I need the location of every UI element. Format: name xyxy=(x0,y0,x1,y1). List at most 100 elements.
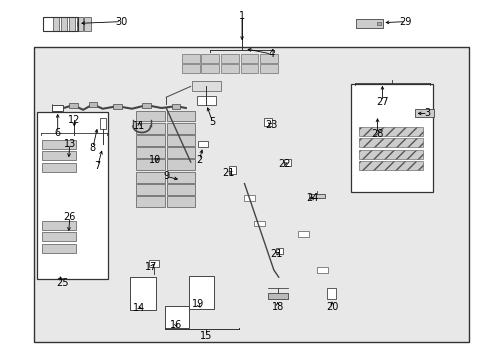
Bar xyxy=(201,64,219,73)
Bar xyxy=(359,138,422,147)
Bar xyxy=(136,123,164,134)
Text: 21: 21 xyxy=(269,249,282,259)
Bar xyxy=(182,54,199,63)
Bar xyxy=(229,166,236,174)
Bar xyxy=(201,54,219,63)
Text: 12: 12 xyxy=(68,114,81,125)
Bar xyxy=(414,109,433,117)
Bar xyxy=(100,118,105,129)
Bar xyxy=(182,64,199,73)
Bar xyxy=(260,54,277,63)
Bar xyxy=(166,196,195,207)
Bar xyxy=(68,17,75,31)
Text: 22: 22 xyxy=(278,159,290,169)
Bar xyxy=(166,135,195,146)
Bar xyxy=(317,267,327,273)
Bar xyxy=(191,81,221,91)
Bar xyxy=(37,112,108,279)
Bar xyxy=(297,231,308,237)
Bar xyxy=(359,149,422,158)
Bar xyxy=(52,105,63,111)
Bar xyxy=(244,195,254,201)
Bar xyxy=(41,163,76,172)
Bar xyxy=(41,221,76,230)
Bar xyxy=(136,135,164,146)
Bar xyxy=(276,248,283,254)
Bar xyxy=(376,22,381,25)
Text: 5: 5 xyxy=(209,117,215,127)
Bar xyxy=(198,141,207,147)
Bar xyxy=(166,172,195,183)
Text: 24: 24 xyxy=(305,193,318,203)
Bar xyxy=(41,140,76,149)
Bar xyxy=(136,147,164,158)
Bar xyxy=(166,147,195,158)
Text: 29: 29 xyxy=(399,17,411,27)
Text: 6: 6 xyxy=(55,128,61,138)
Bar xyxy=(326,288,335,299)
Bar xyxy=(355,19,382,28)
Text: 9: 9 xyxy=(163,171,169,181)
Text: 26: 26 xyxy=(63,212,76,222)
Text: 13: 13 xyxy=(63,139,76,149)
Bar xyxy=(136,196,164,207)
Text: 25: 25 xyxy=(56,278,69,288)
Bar xyxy=(41,151,76,160)
Bar xyxy=(76,17,83,31)
Text: 18: 18 xyxy=(271,302,284,312)
Text: 30: 30 xyxy=(115,17,127,27)
Bar xyxy=(350,84,432,192)
Bar xyxy=(113,104,122,109)
Text: 16: 16 xyxy=(169,320,182,330)
Bar xyxy=(221,64,238,73)
Bar xyxy=(166,184,195,195)
Bar xyxy=(69,103,78,108)
Bar xyxy=(41,233,76,242)
Bar xyxy=(240,54,258,63)
Bar xyxy=(34,47,468,342)
Bar xyxy=(53,17,60,31)
Text: 19: 19 xyxy=(191,299,204,309)
Text: 8: 8 xyxy=(90,143,96,153)
Text: 20: 20 xyxy=(325,302,338,312)
Text: 1: 1 xyxy=(239,11,244,21)
Bar xyxy=(253,221,264,226)
Bar xyxy=(240,64,258,73)
Bar xyxy=(41,244,76,253)
Bar xyxy=(263,118,272,126)
Bar xyxy=(166,159,195,170)
Bar xyxy=(165,306,188,328)
Bar xyxy=(142,103,151,108)
Text: 2: 2 xyxy=(196,155,202,165)
Text: 28: 28 xyxy=(370,129,383,139)
Bar xyxy=(308,194,324,198)
Text: 3: 3 xyxy=(424,108,430,118)
Bar xyxy=(171,104,180,109)
Bar xyxy=(42,17,78,31)
Bar xyxy=(88,102,97,107)
Bar xyxy=(359,161,422,170)
Bar xyxy=(166,123,195,134)
Bar xyxy=(136,111,164,121)
Bar xyxy=(130,277,155,310)
Text: 14: 14 xyxy=(133,303,145,313)
Bar xyxy=(221,54,238,63)
Text: 23: 23 xyxy=(264,120,277,130)
Text: 17: 17 xyxy=(145,262,158,272)
Bar xyxy=(359,126,422,135)
Text: 15: 15 xyxy=(200,330,212,341)
Text: 27: 27 xyxy=(375,96,388,107)
Bar xyxy=(84,17,90,31)
Bar xyxy=(166,111,195,121)
Text: 21: 21 xyxy=(222,168,235,178)
Bar xyxy=(61,17,67,31)
Text: 11: 11 xyxy=(133,121,145,131)
Text: 10: 10 xyxy=(149,155,162,165)
Text: 7: 7 xyxy=(95,161,101,171)
Bar xyxy=(197,96,215,105)
Text: 4: 4 xyxy=(268,49,274,59)
Bar xyxy=(136,184,164,195)
Bar xyxy=(149,260,159,267)
Bar xyxy=(136,159,164,170)
Bar xyxy=(283,159,291,166)
